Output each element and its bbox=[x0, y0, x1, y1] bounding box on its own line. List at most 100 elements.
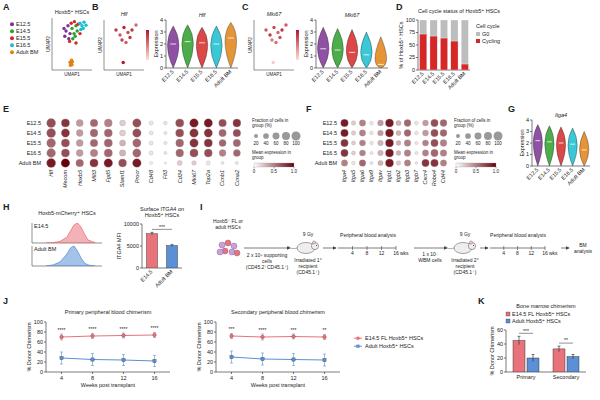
dot bbox=[219, 139, 226, 146]
dot bbox=[164, 152, 167, 155]
error-bar bbox=[60, 334, 63, 340]
colorbar bbox=[146, 30, 149, 60]
violin bbox=[556, 127, 565, 166]
row-label: E14.5 bbox=[323, 130, 337, 136]
dot bbox=[359, 120, 365, 126]
dot bbox=[204, 149, 212, 157]
plot-area bbox=[230, 334, 327, 367]
legend-swatch bbox=[476, 32, 480, 36]
median bbox=[170, 44, 176, 45]
dot bbox=[370, 121, 374, 125]
gene-label: Cd44 bbox=[440, 170, 446, 183]
point bbox=[82, 20, 85, 23]
y-tick bbox=[214, 352, 216, 353]
violin bbox=[361, 32, 373, 68]
x-tick bbox=[92, 372, 93, 374]
dot bbox=[341, 160, 347, 166]
significance: *** bbox=[291, 327, 297, 333]
gene-label: Itga6 bbox=[359, 169, 365, 182]
plot-area bbox=[147, 232, 178, 268]
dot bbox=[176, 139, 184, 147]
cell bbox=[219, 242, 225, 248]
median bbox=[582, 149, 587, 150]
size-legend-dot bbox=[292, 132, 301, 141]
node-label: Peripheral blood analysis bbox=[340, 232, 396, 238]
legend-swatch bbox=[356, 336, 360, 340]
y-axis-title: Expression bbox=[519, 129, 525, 156]
y-tick-label: 0 bbox=[500, 369, 503, 375]
dot bbox=[440, 130, 447, 137]
y-tick bbox=[44, 332, 46, 333]
y-tick bbox=[416, 45, 418, 46]
dot bbox=[164, 121, 168, 125]
y-tick-label: 75 bbox=[409, 29, 415, 35]
y-tick-label: 10000 bbox=[124, 221, 139, 227]
legend-title: Mean expression ingroup bbox=[252, 150, 292, 160]
legend-label: Adult Hoxb5⁺ HSCs bbox=[512, 318, 561, 324]
gene-label: Itga9 bbox=[368, 170, 374, 182]
error-bar bbox=[572, 355, 575, 359]
x-axis-title: UMAP1 bbox=[64, 72, 80, 77]
dot bbox=[76, 139, 83, 146]
point bbox=[120, 38, 123, 41]
y-tick-label: 3 bbox=[310, 29, 313, 35]
size-legend-dot bbox=[465, 133, 471, 139]
error-bar bbox=[122, 355, 125, 366]
y-tick-label: 3 bbox=[160, 29, 163, 35]
y-tick-label: 0 bbox=[412, 67, 415, 73]
error-bar bbox=[153, 356, 156, 367]
colorbar-label: 1.0 bbox=[291, 169, 298, 174]
dot bbox=[120, 120, 126, 126]
timeline-label: 4 bbox=[502, 250, 505, 256]
significance: **** bbox=[120, 326, 128, 332]
median bbox=[535, 140, 540, 141]
x-tick bbox=[61, 372, 62, 374]
y-tick-label: 0 bbox=[526, 163, 529, 169]
dot bbox=[177, 160, 182, 165]
error-bar bbox=[60, 352, 63, 364]
dot bbox=[149, 131, 153, 135]
error-bar bbox=[122, 333, 125, 338]
y-tick-label: 40 bbox=[207, 349, 213, 355]
row-label: E16.5 bbox=[27, 150, 41, 156]
dot bbox=[385, 149, 393, 157]
dot bbox=[341, 139, 348, 146]
row-label: E16.5 bbox=[323, 150, 337, 156]
point bbox=[268, 33, 271, 36]
x-tick-label: 8 bbox=[91, 375, 94, 381]
dot bbox=[351, 131, 355, 135]
density-area bbox=[46, 223, 95, 243]
bar-segment bbox=[451, 41, 458, 70]
legend-swatch bbox=[10, 36, 14, 40]
bar-segment bbox=[420, 20, 427, 34]
node-label: Peripheral blood analysis bbox=[490, 232, 546, 238]
plot-area bbox=[60, 333, 157, 367]
error-bar bbox=[91, 334, 94, 339]
y-tick-label: 80 bbox=[207, 329, 213, 335]
size-legend-label: 60 bbox=[273, 141, 279, 146]
size-legend-label: 100 bbox=[494, 141, 502, 146]
dot bbox=[404, 140, 411, 147]
dot bbox=[378, 120, 384, 126]
bar-segment bbox=[420, 34, 427, 70]
colorbar-label: 0.5 bbox=[271, 169, 278, 174]
dot bbox=[233, 129, 241, 137]
text-line: group bbox=[252, 155, 264, 160]
bar bbox=[567, 357, 579, 372]
y-axis-title: UMAP2 bbox=[248, 37, 253, 53]
median bbox=[214, 44, 220, 45]
y-tick bbox=[530, 143, 532, 144]
dot bbox=[431, 159, 439, 167]
panel-label: H bbox=[3, 202, 10, 212]
dot bbox=[370, 131, 374, 135]
y-tick bbox=[44, 342, 46, 343]
point bbox=[128, 36, 131, 39]
y-tick bbox=[214, 322, 216, 323]
dot bbox=[219, 119, 227, 127]
legend-label: G0 bbox=[482, 31, 489, 37]
y-tick-label: 4 bbox=[526, 117, 529, 123]
significance: **** bbox=[259, 327, 267, 333]
legend-label: E15.5 bbox=[16, 35, 30, 41]
dot bbox=[378, 160, 383, 165]
bar-segment bbox=[430, 20, 437, 36]
